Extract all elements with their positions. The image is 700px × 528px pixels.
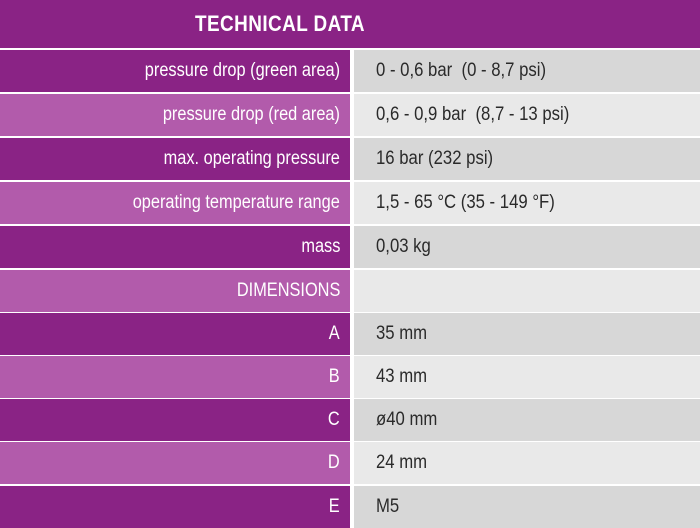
row-label: D xyxy=(0,442,350,484)
row-label: mass xyxy=(0,226,350,268)
row-value-text: 0 - 0,6 bar (0 - 8,7 psi) xyxy=(375,60,546,81)
table-row-dimension-a: A 35 mm xyxy=(0,313,700,355)
row-value: 0,6 - 0,9 bar (8,7 - 13 psi) xyxy=(353,94,700,136)
table-header: TECHNICAL DATA xyxy=(0,0,700,48)
row-value-text: 24 mm xyxy=(375,452,428,473)
table-row-mass: mass 0,03 kg xyxy=(0,226,700,268)
row-label: B xyxy=(0,356,350,398)
row-value-text: 16 bar (232 psi) xyxy=(375,148,494,169)
cell-divider xyxy=(349,226,354,268)
row-value: 0 - 0,6 bar (0 - 8,7 psi) xyxy=(353,50,700,92)
row-label: pressure drop (green area) xyxy=(0,50,350,92)
cell-divider xyxy=(349,356,354,398)
row-label-text: pressure drop (green area) xyxy=(144,60,340,81)
row-label: A xyxy=(0,313,350,355)
row-value: 16 bar (232 psi) xyxy=(353,138,700,180)
row-label-text: DIMENSIONS xyxy=(236,280,340,301)
row-label: max. operating pressure xyxy=(0,138,350,180)
row-label-text: max. operating pressure xyxy=(163,148,340,169)
row-label-text: D xyxy=(328,452,340,473)
row-label: DIMENSIONS xyxy=(0,270,350,312)
row-value-text: 1,5 - 65 °C (35 - 149 °F) xyxy=(375,192,555,213)
row-label-text: A xyxy=(329,323,340,344)
row-label: pressure drop (red area) xyxy=(0,94,350,136)
row-value xyxy=(353,270,700,312)
row-label: C xyxy=(0,399,350,441)
cell-divider xyxy=(349,94,354,136)
cell-divider xyxy=(349,399,354,441)
table-row-dimensions: DIMENSIONS xyxy=(0,270,700,312)
row-label-text: E xyxy=(329,496,340,517)
row-value-text: 0,03 kg xyxy=(375,236,431,257)
row-label: operating temperature range xyxy=(0,182,350,224)
row-value: 43 mm xyxy=(353,356,700,398)
row-value-text: 0,6 - 0,9 bar (8,7 - 13 psi) xyxy=(375,104,570,125)
table-title: TECHNICAL DATA xyxy=(195,11,365,36)
table-row-max-operating-pressure: max. operating pressure 16 bar (232 psi) xyxy=(0,138,700,180)
table-row-dimension-d: D 24 mm xyxy=(0,442,700,484)
table-row-operating-temperature: operating temperature range 1,5 - 65 °C … xyxy=(0,182,700,224)
cell-divider xyxy=(349,313,354,355)
row-label-text: B xyxy=(329,366,340,387)
row-value-text: ø40 mm xyxy=(375,409,438,430)
row-value: 24 mm xyxy=(353,442,700,484)
row-label-text: mass xyxy=(300,236,340,257)
cell-divider xyxy=(349,138,354,180)
row-value: ø40 mm xyxy=(353,399,700,441)
row-label-text: C xyxy=(328,409,340,430)
row-value: 1,5 - 65 °C (35 - 149 °F) xyxy=(353,182,700,224)
row-label-text: operating temperature range xyxy=(132,192,340,213)
row-value-text: 35 mm xyxy=(375,323,428,344)
row-value: 0,03 kg xyxy=(353,226,700,268)
row-value-text: 43 mm xyxy=(375,366,428,387)
row-label: E xyxy=(0,486,350,528)
row-value-text: M5 xyxy=(375,496,400,517)
table-row-pressure-drop-red: pressure drop (red area) 0,6 - 0,9 bar (… xyxy=(0,94,700,136)
table-row-dimension-b: B 43 mm xyxy=(0,356,700,398)
table-row-pressure-drop-green: pressure drop (green area) 0 - 0,6 bar (… xyxy=(0,50,700,92)
table-row-dimension-e: E M5 xyxy=(0,486,700,528)
cell-divider xyxy=(349,270,354,312)
cell-divider xyxy=(349,182,354,224)
cell-divider xyxy=(349,486,354,528)
cell-divider xyxy=(349,50,354,92)
cell-divider xyxy=(349,442,354,484)
row-label-text: pressure drop (red area) xyxy=(162,104,340,125)
row-value: 35 mm xyxy=(353,313,700,355)
table-row-dimension-c: C ø40 mm xyxy=(0,399,700,441)
row-value: M5 xyxy=(353,486,700,528)
